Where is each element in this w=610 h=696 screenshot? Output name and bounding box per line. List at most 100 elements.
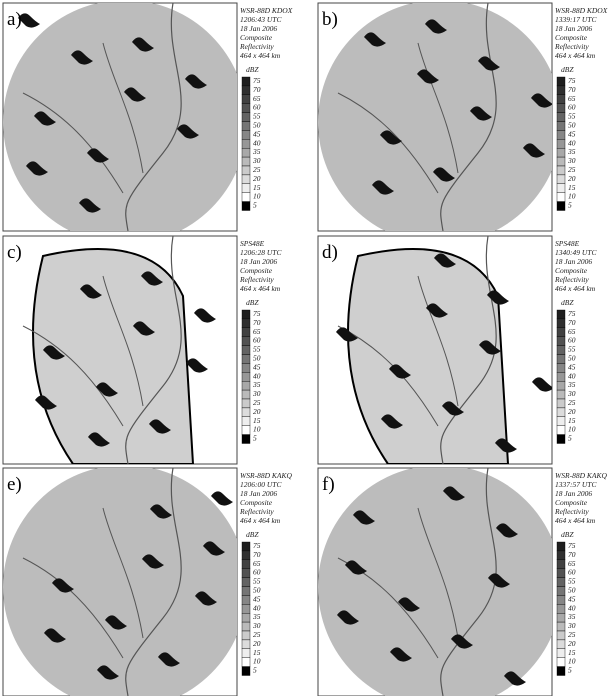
scale-swatch bbox=[557, 157, 565, 166]
scale-swatch bbox=[242, 184, 250, 193]
scale-unit: dBZ bbox=[561, 298, 574, 307]
caption-line: Composite bbox=[240, 498, 273, 507]
scale-swatch bbox=[557, 193, 565, 202]
scale-swatch bbox=[242, 86, 250, 95]
caption-line: Reflectivity bbox=[239, 275, 274, 284]
scale-tick-label: 50 bbox=[568, 586, 576, 595]
scale-tick-label: 55 bbox=[253, 345, 261, 354]
scale-swatch bbox=[242, 631, 250, 640]
scale-swatch bbox=[557, 399, 565, 408]
caption-line: SPS48E bbox=[555, 239, 580, 248]
scale-swatch bbox=[242, 435, 250, 444]
scale-swatch bbox=[557, 381, 565, 390]
scale-swatch bbox=[557, 319, 565, 328]
caption-line: 1206:00 UTC bbox=[240, 480, 282, 489]
caption-line: 18 Jan 2006 bbox=[240, 489, 277, 498]
scale-tick-label: 45 bbox=[568, 362, 576, 371]
scale-tick-label: 30 bbox=[567, 156, 576, 165]
caption-line: 18 Jan 2006 bbox=[240, 24, 277, 33]
scale-swatch bbox=[242, 77, 250, 86]
scale-swatch bbox=[557, 104, 565, 113]
panel: b)WSR-88D KDOX1339:17 UTC18 Jan 2006Comp… bbox=[318, 0, 608, 244]
scale-tick-label: 35 bbox=[252, 612, 261, 621]
scale-tick-label: 45 bbox=[568, 594, 576, 603]
figure: a)WSR-88D KDOX1206:43 UTC18 Jan 2006Comp… bbox=[0, 0, 610, 696]
caption-line: WSR-88D KAKQ bbox=[240, 471, 292, 480]
scale-tick-label: 25 bbox=[253, 630, 261, 639]
scale-swatch bbox=[557, 426, 565, 435]
scale-tick-label: 20 bbox=[253, 174, 261, 183]
scale-tick-label: 5 bbox=[253, 434, 257, 443]
scale-swatch bbox=[557, 77, 565, 86]
scale-swatch bbox=[242, 157, 250, 166]
scale-tick-label: 65 bbox=[253, 94, 261, 103]
caption-line: 18 Jan 2006 bbox=[555, 257, 592, 266]
scale-swatch bbox=[242, 426, 250, 435]
scale-tick-label: 20 bbox=[568, 407, 576, 416]
caption-line: Reflectivity bbox=[239, 42, 274, 51]
scale-swatch bbox=[242, 363, 250, 372]
scale-swatch bbox=[242, 130, 250, 139]
caption-line: Composite bbox=[240, 33, 273, 42]
caption-line: Reflectivity bbox=[239, 507, 274, 516]
scale-swatch bbox=[557, 166, 565, 175]
scale-swatch bbox=[557, 175, 565, 184]
scale-swatch bbox=[557, 139, 565, 148]
scale-swatch bbox=[557, 346, 565, 355]
scale-swatch bbox=[242, 104, 250, 113]
caption-line: 18 Jan 2006 bbox=[240, 257, 277, 266]
scale-tick-label: 20 bbox=[253, 407, 261, 416]
scale-tick-label: 15 bbox=[568, 416, 576, 425]
scale-swatch bbox=[557, 435, 565, 444]
scale-tick-label: 65 bbox=[253, 327, 261, 336]
scale-swatch bbox=[242, 595, 250, 604]
scale-tick-label: 15 bbox=[568, 648, 576, 657]
scale-tick-label: 55 bbox=[568, 345, 576, 354]
scale-tick-label: 75 bbox=[253, 76, 261, 85]
scale-tick-label: 65 bbox=[568, 94, 576, 103]
scale-tick-label: 50 bbox=[253, 354, 261, 363]
caption-line: Composite bbox=[240, 266, 273, 275]
scale-swatch bbox=[557, 649, 565, 658]
caption-line: WSR-88D KDOX bbox=[240, 6, 293, 15]
scale-swatch bbox=[242, 551, 250, 560]
radar-coverage bbox=[348, 249, 508, 464]
caption-line: 464 x 464 km bbox=[555, 516, 596, 525]
scale-tick-label: 60 bbox=[568, 568, 576, 577]
scale-unit: dBZ bbox=[561, 530, 574, 539]
scale-unit: dBZ bbox=[246, 65, 259, 74]
scale-tick-label: 70 bbox=[568, 550, 576, 559]
scale-swatch bbox=[242, 175, 250, 184]
scale-tick-label: 10 bbox=[568, 657, 576, 666]
scale-tick-label: 75 bbox=[568, 76, 576, 85]
scale-swatch bbox=[242, 408, 250, 417]
scale-tick-label: 55 bbox=[568, 577, 576, 586]
scale-swatch bbox=[242, 202, 250, 211]
scale-tick-label: 5 bbox=[568, 434, 572, 443]
scale-swatch bbox=[242, 193, 250, 202]
caption-line: 1206:28 UTC bbox=[240, 248, 282, 257]
scale-swatch bbox=[242, 381, 250, 390]
scale-tick-label: 5 bbox=[253, 201, 257, 210]
scale-tick-label: 5 bbox=[568, 666, 572, 675]
scale-swatch bbox=[242, 658, 250, 667]
scale-tick-label: 35 bbox=[252, 380, 261, 389]
scale-swatch bbox=[557, 337, 565, 346]
scale-tick-label: 40 bbox=[568, 603, 576, 612]
scale-tick-label: 5 bbox=[568, 201, 572, 210]
scale-tick-label: 50 bbox=[253, 121, 261, 130]
scale-unit: dBZ bbox=[246, 530, 259, 539]
scale-tick-label: 5 bbox=[253, 666, 257, 675]
scale-tick-label: 20 bbox=[568, 174, 576, 183]
scale-swatch bbox=[242, 587, 250, 596]
panel-label: f) bbox=[322, 474, 335, 495]
scale-tick-label: 10 bbox=[253, 657, 261, 666]
scale-swatch bbox=[242, 542, 250, 551]
scale-swatch bbox=[242, 390, 250, 399]
scale-swatch bbox=[242, 319, 250, 328]
caption-line: Composite bbox=[555, 266, 588, 275]
scale-tick-label: 75 bbox=[568, 309, 576, 318]
scale-tick-label: 70 bbox=[568, 85, 576, 94]
panel-label: e) bbox=[7, 474, 22, 495]
